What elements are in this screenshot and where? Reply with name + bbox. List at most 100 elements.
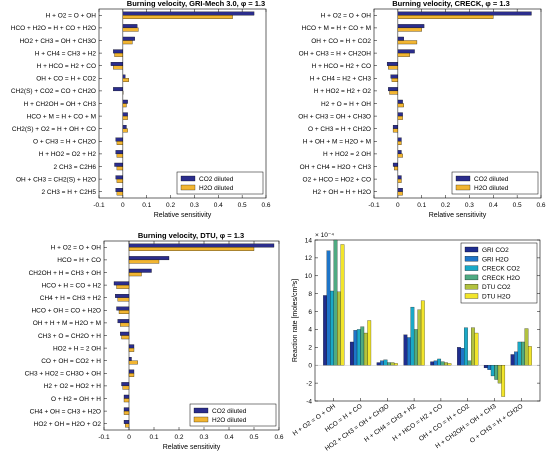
- rate-bar: [326, 250, 331, 366]
- legend-entry: H2O diluted: [212, 417, 247, 424]
- y-tick-label: -2: [306, 380, 312, 387]
- rate-bar: [340, 244, 345, 366]
- category-label: H2 + O = H + OH: [321, 101, 371, 108]
- bar-h2o: [116, 178, 124, 183]
- rate-bar: [467, 360, 472, 366]
- bar-h2o: [122, 128, 128, 133]
- rate-bar: [417, 309, 422, 366]
- y-tick-label: 12: [305, 255, 313, 262]
- bar-co2: [122, 112, 128, 117]
- bar-co2: [397, 150, 402, 155]
- bar-h2o: [391, 78, 399, 82]
- rate-bar: [457, 347, 461, 366]
- bar-co2: [390, 74, 399, 79]
- bar-co2: [115, 188, 124, 192]
- rate-bar: [433, 360, 438, 366]
- y-tick-label: 8: [308, 291, 312, 298]
- category-label: OH + CH3 = H + CH2OH: [299, 50, 372, 57]
- category-label: O + H2 = OH + H: [51, 396, 101, 403]
- rate-bar: [437, 358, 442, 366]
- category-label: CH4 + H = CH3 + H2: [40, 295, 102, 302]
- bar-h2o: [397, 153, 403, 158]
- bar-co2: [128, 344, 135, 349]
- bar-h2o: [397, 40, 418, 45]
- rate-bar: [383, 359, 388, 366]
- sensitivity-chart-0: Burning velocity, GRI-Mech 3.0, φ = 1.3 -…: [11, 0, 271, 219]
- bar-h2o: [128, 347, 135, 352]
- bar-h2o: [394, 166, 399, 171]
- rate-bar: [367, 320, 372, 366]
- bar-co2: [397, 112, 403, 117]
- bar-co2: [110, 62, 124, 66]
- category-label: H2 + OH = H + H2O: [313, 189, 371, 196]
- category-label: HCO + OH = CO + H2O: [31, 308, 101, 315]
- y-tick-label: 0: [308, 363, 312, 370]
- bar-co2: [128, 268, 152, 273]
- sensitivity-chart-1: Burning velocity, CRECK, φ = 1.3 -0.1 0 0.1…: [298, 0, 546, 219]
- y-exponent: × 10⁻⁴: [315, 232, 334, 239]
- rate-bar: [514, 351, 518, 366]
- category-label: H + O2 = O + OH: [51, 245, 102, 252]
- bar-h2o: [122, 27, 139, 32]
- legend-entry: CO2 diluted: [199, 176, 234, 183]
- legend-swatch: [464, 284, 479, 290]
- bar-co2: [113, 281, 130, 286]
- y-tick-label: 2: [308, 345, 312, 352]
- bar-h2o: [123, 410, 130, 415]
- category-label: O2 + HCO = HO2 + CO: [303, 176, 371, 183]
- x-tick-label: -0.1: [93, 202, 105, 209]
- x-tick-label: 0.3: [190, 202, 199, 209]
- legend-entry: CRECK CO2: [482, 266, 520, 273]
- bar-h2o: [122, 103, 127, 108]
- y-tick-label: -4: [306, 398, 312, 405]
- legend: CO2 diluted H2O diluted: [451, 171, 539, 195]
- category-label: CH2(S) + O2 = H + OH + CO: [12, 126, 96, 133]
- rate-bar: [403, 334, 408, 366]
- legend-swatch: [455, 184, 471, 191]
- bar-h2o: [122, 78, 129, 82]
- bar-h2o: [397, 141, 402, 145]
- rate-bar: [444, 362, 448, 366]
- x-tick-label: 0.2: [441, 202, 450, 209]
- category-label: O + CH3 = H + CH2O: [33, 139, 96, 146]
- category-label: HCO + H = CO + H2: [42, 282, 102, 289]
- bar-co2: [120, 331, 130, 336]
- chart-title: Burning velocity, GRI-Mech 3.0, φ = 1.3: [127, 0, 265, 8]
- bar-h2o: [397, 27, 422, 32]
- x-tick-label: 0.6: [261, 202, 270, 209]
- bar-h2o: [122, 15, 233, 19]
- category-label: OH + CH3 = CH2(S) + H2O: [16, 176, 96, 183]
- category-label: OH + CO = H + CO2: [36, 76, 96, 83]
- x-tick-label: 0: [127, 434, 131, 441]
- legend-entry: GRI H2O: [482, 256, 509, 263]
- legend-swatch: [193, 416, 209, 423]
- legend-entry: H2O diluted: [199, 185, 234, 192]
- rate-bar: [420, 300, 425, 366]
- x-tick-label: 0.1: [149, 434, 158, 441]
- legend-entry: CO2 diluted: [474, 176, 509, 183]
- legend-swatch: [193, 407, 209, 414]
- rate-bar: [490, 365, 495, 377]
- x-tick-label: -0.1: [98, 434, 110, 441]
- rate-bar: [440, 361, 445, 366]
- category-label: H + O2 = O + OH: [46, 13, 97, 20]
- bar-co2: [122, 99, 128, 104]
- bar-h2o: [117, 297, 130, 302]
- bar-h2o: [116, 191, 124, 196]
- bar-co2: [128, 256, 170, 261]
- rate-bar: [407, 337, 411, 366]
- rate-bar: [517, 341, 522, 366]
- bar-h2o: [122, 385, 130, 390]
- category-label: CH2OH + H = CH3 + OH: [29, 270, 102, 277]
- bar-h2o: [128, 247, 255, 251]
- bar-h2o: [128, 272, 142, 277]
- bar-co2: [388, 87, 399, 92]
- rate-bar: [460, 348, 465, 366]
- legend-swatch: [464, 274, 479, 281]
- sensitivity-chart-2: Burning velocity, DTU, φ = 1.3 -0.1 0 0.1 0.…: [25, 231, 284, 451]
- category-label: HO2 + H = 2 OH: [53, 345, 101, 352]
- rate-bar: [387, 362, 391, 366]
- bar-co2: [123, 394, 130, 399]
- x-tick-label: 0: [121, 202, 125, 209]
